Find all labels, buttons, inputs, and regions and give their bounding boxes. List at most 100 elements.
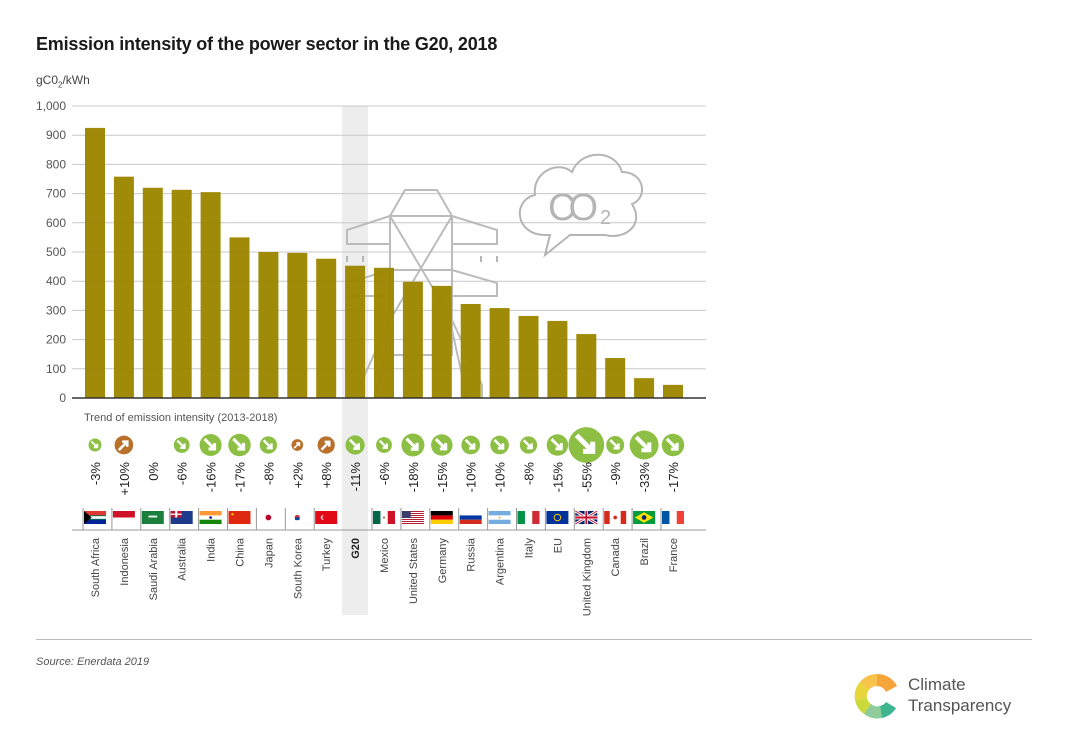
axis-layer: 0 100 200 300 400 500 600 700 800 900 1,000 — [36, 99, 706, 405]
x-tick-label: EU — [552, 538, 564, 553]
trend-value-label: -10% — [493, 462, 508, 493]
bar-brazil — [634, 378, 655, 398]
flag-indonesia-icon — [111, 508, 135, 530]
flag-italy-icon — [516, 508, 540, 530]
logo-text: Climate Transparency — [908, 674, 1011, 716]
y-tick-label: 700 — [46, 187, 66, 201]
pylon-insulators — [346, 256, 498, 316]
arrow-down-right-icon — [574, 433, 596, 455]
trend-value-label: -10% — [464, 462, 479, 493]
bar-argentina — [489, 308, 510, 398]
trend-increase-icon — [291, 439, 304, 451]
x-tick-label: Argentina — [495, 537, 507, 585]
chart-svg: CO 2 0 100 200 300 400 500 600 700 800 900 1,000 Tr… — [36, 99, 706, 616]
bar-australia — [171, 189, 192, 398]
x-tick-label: Indonesia — [119, 537, 131, 586]
flag-australia-icon — [169, 508, 193, 530]
flag-united-kingdom-icon — [573, 508, 599, 530]
bar-turkey — [316, 258, 337, 398]
trend-value-label: -8% — [261, 462, 276, 486]
y-tick-label: 1,000 — [36, 99, 66, 113]
bar-mexico — [374, 267, 394, 398]
arrow-down-right-icon — [464, 438, 476, 450]
trend-decrease-icon — [173, 437, 190, 453]
arrow-down-right-icon — [90, 440, 99, 449]
trend-value-label: -33% — [637, 462, 652, 493]
trend-value-label: -8% — [522, 462, 537, 486]
trend-value-label: 0% — [146, 462, 161, 481]
flag-south-korea-icon — [284, 508, 309, 530]
arrow-up-right-icon — [293, 442, 301, 449]
trend-decrease-icon — [629, 430, 659, 460]
footer-divider — [36, 639, 1032, 640]
logo-text-line2: Transparency — [908, 696, 1012, 715]
trend-decrease-icon — [228, 433, 251, 457]
trend-value-label: -17% — [666, 462, 681, 493]
flag-japan-icon — [255, 508, 280, 530]
arrow-down-right-icon — [522, 439, 533, 450]
trend-decrease-icon — [199, 434, 222, 456]
y-tick-label: 200 — [46, 333, 66, 347]
flag-france-icon — [660, 508, 684, 530]
label-layer: South Africa Indonesia Saudi Arabia Austral… — [90, 537, 680, 616]
y-tick-label: 400 — [46, 274, 66, 288]
trend-value-label: -15% — [435, 462, 450, 493]
x-tick-label: United Kingdom — [581, 538, 593, 616]
trend-value-label: -9% — [608, 462, 623, 486]
y-tick-label: 500 — [46, 245, 66, 259]
cloud-outline — [518, 153, 643, 258]
bar-south-korea — [287, 252, 308, 398]
bar-russia — [460, 303, 481, 398]
y-tick-label: 0 — [59, 391, 66, 405]
x-tick-label: Turkey — [321, 538, 333, 572]
y-tick-label: 600 — [46, 216, 66, 230]
flag-mexico-icon — [371, 508, 395, 530]
trend-increase-icon — [114, 435, 134, 455]
bar-canada — [605, 357, 626, 398]
arrow-down-right-icon — [634, 435, 652, 453]
y-axis-label-main: gC0 — [36, 73, 59, 87]
x-tick-label: Germany — [437, 538, 449, 584]
x-tick-label: South Korea — [292, 537, 304, 599]
flag-russia-icon — [458, 508, 482, 530]
trend-decrease-icon — [259, 436, 278, 454]
trend-value-label: -18% — [406, 462, 421, 493]
y-tick-label: 900 — [46, 128, 66, 142]
climate-transparency-logo: Climate Transparency — [852, 670, 1042, 722]
trend-decrease-icon — [401, 433, 425, 457]
arrow-down-right-icon — [232, 437, 246, 451]
trend-value-label: +8% — [319, 462, 334, 489]
flag-turkey-icon — [313, 508, 338, 530]
bar-g20 — [345, 265, 366, 398]
x-tick-label: Japan — [263, 538, 275, 568]
bar-india — [200, 192, 221, 398]
arrow-down-right-icon — [176, 439, 186, 450]
bar-south-africa — [85, 127, 105, 399]
flag-brazil-icon — [631, 508, 656, 530]
flag-eu-icon — [544, 508, 569, 530]
trend-decrease-icon — [519, 436, 538, 454]
flag-saudi-arabia-icon — [140, 508, 164, 530]
arrow-down-right-icon — [405, 437, 419, 451]
arrow-down-right-icon — [434, 438, 448, 451]
flag-south-africa-icon — [82, 508, 106, 530]
trend-value-label: -55% — [579, 462, 594, 493]
arrow-down-right-icon — [203, 437, 217, 451]
trend-layer: Trend of emission intensity (2013-2018) -… — [84, 412, 685, 496]
bar-germany — [431, 285, 452, 398]
x-tick-label: India — [206, 537, 218, 562]
arrow-down-right-icon — [609, 439, 620, 450]
trend-decrease-icon — [376, 437, 392, 453]
trend-value-label: -3% — [88, 462, 103, 486]
bar-france — [663, 384, 683, 398]
trend-decrease-icon — [568, 427, 605, 463]
bar-united-states — [402, 281, 423, 398]
trend-value-label: -17% — [233, 462, 248, 493]
bar-united-kingdom — [576, 334, 597, 398]
trend-value-label: +2% — [290, 462, 305, 489]
bar-italy — [518, 315, 539, 398]
y-axis-label-sub: 2 — [58, 80, 63, 90]
arrow-up-right-icon — [117, 440, 129, 452]
arrow-down-right-icon — [348, 438, 361, 450]
trend-value-label: -16% — [204, 462, 219, 493]
